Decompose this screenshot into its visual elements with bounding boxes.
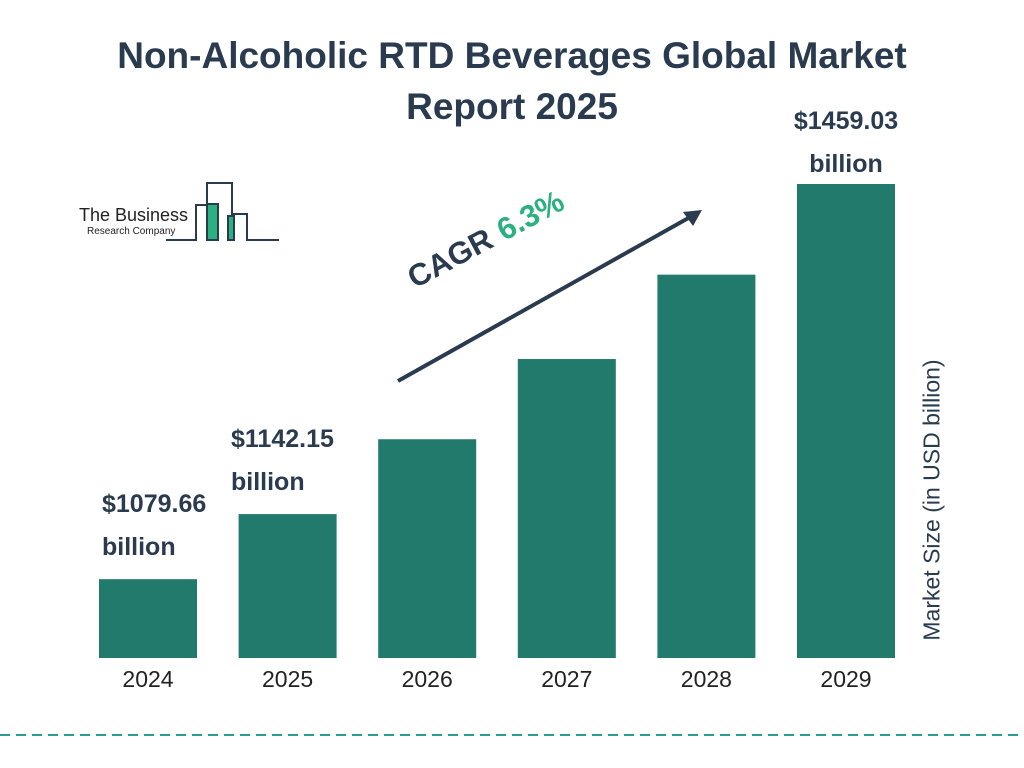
x-tick-label: 2024 <box>122 666 174 692</box>
value-label: $1459.03 billion <box>793 107 899 178</box>
value-label: $1142.15 billion <box>231 425 334 497</box>
logo-subtext: Research Company <box>87 226 176 237</box>
value-label: $1079.66 billion <box>102 490 207 562</box>
bar <box>517 359 616 658</box>
chart-title: Non-Alcoholic RTD Beverages Global Marke… <box>117 35 907 127</box>
logo-text: The Business <box>79 205 189 225</box>
x-tick-label: 2029 <box>820 666 872 692</box>
y-axis-label: Market Size (in USD billion) <box>918 359 945 641</box>
bar <box>657 274 756 658</box>
bar <box>797 184 895 658</box>
logo-graphic <box>166 182 279 241</box>
bar <box>99 579 197 658</box>
x-tick-label: 2025 <box>262 666 314 692</box>
x-tick-label: 2027 <box>541 666 593 692</box>
bar <box>378 439 477 658</box>
x-tick-label: 2026 <box>401 666 453 692</box>
bar <box>238 514 337 658</box>
cagr-arrow <box>397 210 702 383</box>
x-tick-label: 2028 <box>680 666 732 692</box>
